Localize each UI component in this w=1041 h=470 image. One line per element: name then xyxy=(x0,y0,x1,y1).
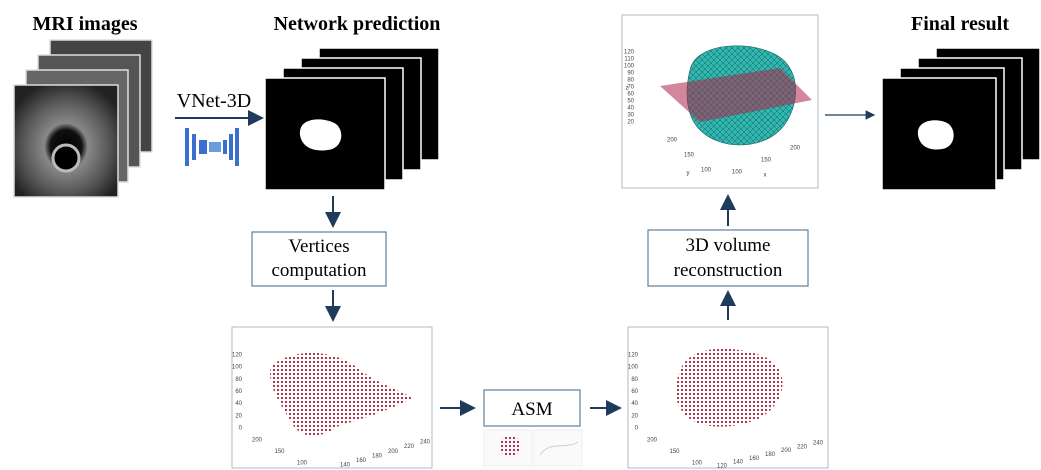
x-tick-label: 240 xyxy=(813,441,824,447)
z-tick-label: 80 xyxy=(235,377,242,383)
box-text: reconstruction xyxy=(674,260,783,281)
x-tick-label: 120 xyxy=(717,464,728,470)
z-tick-label: 80 xyxy=(631,377,638,383)
x-tick-label: 160 xyxy=(749,456,760,462)
z-tick-label: 20 xyxy=(627,120,634,126)
z-tick-label: 110 xyxy=(624,57,634,63)
z-tick-label: 120 xyxy=(232,353,243,359)
z-tick-label: 20 xyxy=(235,413,242,419)
y-tick-label: 150 xyxy=(684,153,695,159)
x-tick-label: 240 xyxy=(420,440,431,446)
label: VNet-3D xyxy=(177,90,251,112)
x-tick-label: 200 xyxy=(790,146,801,152)
prediction-stack xyxy=(264,47,440,191)
z-tick-label: 30 xyxy=(627,113,634,119)
z-tick-label: 90 xyxy=(627,71,634,77)
axis-name: x xyxy=(764,173,767,179)
z-tick-label: 60 xyxy=(235,389,242,395)
axis-name: y xyxy=(687,171,690,177)
z-tick-label: 60 xyxy=(631,389,638,395)
final-stack xyxy=(881,47,1041,191)
z-tick-label: 20 xyxy=(631,413,638,419)
box-text: Vertices xyxy=(288,236,349,257)
box xyxy=(647,229,809,287)
x-tick-label: 160 xyxy=(356,458,367,464)
point-cloud xyxy=(270,352,412,436)
z-tick-label: 120 xyxy=(628,353,639,359)
x-tick-label: 200 xyxy=(781,448,792,454)
z-tick-label: 100 xyxy=(624,64,635,70)
x-tick-label: 220 xyxy=(404,444,415,450)
asm-thumbnails xyxy=(483,429,583,467)
y-tick-label: 100 xyxy=(297,461,308,467)
z-tick-label: 120 xyxy=(624,50,635,56)
box xyxy=(251,231,387,287)
z-tick-label: 100 xyxy=(628,365,639,371)
network-icon xyxy=(185,128,239,166)
mri-stack xyxy=(13,39,153,198)
axis-name: z xyxy=(626,86,629,92)
z-tick-label: 50 xyxy=(627,99,634,105)
y-tick-label: 100 xyxy=(692,461,703,467)
z-tick-label: 0 xyxy=(635,426,639,432)
mesh-surface xyxy=(660,45,812,146)
x-tick-label: 180 xyxy=(765,452,776,458)
x-tick-label: 200 xyxy=(388,449,399,455)
box-text: computation xyxy=(272,260,367,281)
y-tick-label: 150 xyxy=(669,449,680,455)
box xyxy=(483,389,581,427)
heading: Network prediction xyxy=(274,13,441,35)
z-tick-label: 40 xyxy=(631,401,638,407)
box-text: ASM xyxy=(511,399,552,420)
point-cloud xyxy=(675,348,783,427)
z-tick-label: 70 xyxy=(627,85,634,91)
y-tick-label: 150 xyxy=(274,449,285,455)
y-tick-label: 200 xyxy=(252,438,263,444)
arrows xyxy=(325,110,876,416)
y-tick-label: 100 xyxy=(701,168,712,174)
z-tick-label: 40 xyxy=(627,106,634,112)
y-tick-label: 200 xyxy=(667,138,678,144)
z-tick-label: 60 xyxy=(627,92,634,98)
heading: MRI images xyxy=(33,13,138,35)
x-tick-label: 140 xyxy=(733,460,744,466)
x-tick-label: 220 xyxy=(797,444,808,450)
heading: Final result xyxy=(911,13,1009,35)
x-tick-label: 180 xyxy=(372,453,383,459)
z-tick-label: 0 xyxy=(239,426,243,432)
z-tick-label: 100 xyxy=(232,365,243,371)
x-tick-label: 150 xyxy=(761,158,772,164)
z-tick-label: 80 xyxy=(627,78,634,84)
x-tick-label: 100 xyxy=(732,170,743,176)
y-tick-label: 200 xyxy=(647,438,658,444)
z-tick-label: 40 xyxy=(235,401,242,407)
x-tick-label: 140 xyxy=(340,463,351,469)
box-text: 3D volume xyxy=(686,235,771,256)
